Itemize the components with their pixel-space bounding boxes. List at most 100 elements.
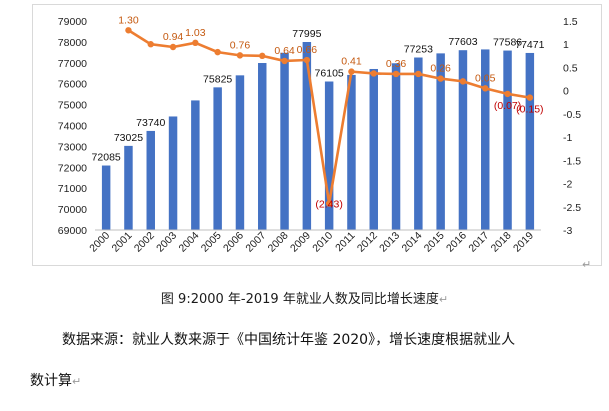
line-data-label: (2.43): [315, 199, 342, 211]
bar-data-label: 76105: [315, 68, 344, 80]
line-point: [482, 85, 489, 92]
bar-data-label: 77603: [448, 36, 477, 48]
chart-frame: 69000 70000 71000 72000 73000 74000 75000 76000…: [32, 4, 602, 266]
line-data-label: 0.66: [297, 44, 318, 56]
y-left-tick-label: 73000: [58, 141, 87, 153]
y-left-tick-label: 71000: [58, 183, 87, 195]
x-tick-label: 2004: [176, 230, 201, 255]
employment-chart: 69000 70000 71000 72000 73000 74000 75000 76000…: [58, 14, 581, 255]
line-data-label: 0.36: [386, 58, 407, 70]
line-data-label: 1.03: [185, 27, 206, 39]
bar-data-label: 77995: [292, 28, 321, 40]
y-left-tick-label: 78000: [58, 37, 87, 49]
y-right-tick-label: -0.5: [563, 109, 581, 121]
y-left-tick-label: 76000: [58, 79, 87, 91]
bar: [525, 52, 535, 230]
x-tick-label: 2013: [377, 230, 402, 255]
y-right-tick-label: -2.5: [563, 202, 581, 214]
line-point: [303, 56, 311, 64]
line-point: [459, 78, 467, 85]
line-data-label: 0.64: [274, 45, 295, 57]
line-data-label: 0.76: [230, 39, 251, 51]
y-right-tick-label: 0: [563, 86, 569, 98]
y-left-tick-label: 72000: [58, 162, 87, 174]
bar: [124, 145, 133, 230]
x-tick-label: 2010: [310, 230, 335, 255]
bar: [302, 42, 312, 230]
y-left-tick-label: 70000: [58, 204, 87, 216]
x-tick-label: 2003: [154, 230, 179, 255]
line-point: [526, 94, 534, 101]
paragraph-mark: ↵: [72, 375, 82, 388]
bar-data-label: 77586: [493, 37, 522, 49]
source-text-1: 数据来源：就业人数来源于《中国统计年鉴 2020》，增长速度根据就业人: [62, 332, 516, 348]
x-tick-label: 2000: [87, 230, 112, 255]
bar: [146, 130, 155, 230]
line-point: [125, 27, 132, 34]
line-point: [437, 75, 444, 82]
source-paragraph-line-1: 数据来源：就业人数来源于《中国统计年鉴 2020》，增长速度根据就业人: [62, 329, 515, 349]
line-point: [147, 41, 154, 48]
figure-caption: 图 9:2000 年-2019 年就业人数及同比增长速度↵: [0, 288, 609, 307]
bar: [391, 63, 401, 230]
line-point: [281, 57, 288, 65]
bar: [458, 50, 468, 231]
x-tick-label: 2007: [243, 230, 268, 255]
y-left-tick-label: 77000: [58, 58, 87, 70]
x-tick-label: 2002: [132, 230, 157, 255]
bar: [481, 49, 490, 231]
x-tick-label: 2012: [355, 230, 380, 255]
x-tick-label: 2008: [266, 230, 291, 255]
bar-data-label: 77253: [404, 44, 433, 56]
line-point: [325, 200, 333, 207]
line-data-label: 0.05: [475, 72, 496, 84]
x-tick-label: 2001: [110, 230, 135, 255]
bar: [280, 52, 289, 230]
bar-data-label: 72085: [92, 152, 121, 164]
y-right-tick-label: 1: [563, 39, 569, 51]
bar: [168, 116, 178, 230]
bar: [191, 100, 200, 230]
y-right-tick-label: -1: [563, 132, 572, 144]
bar: [324, 81, 334, 231]
bar-data-label: 75825: [203, 73, 232, 85]
y-left-tick-label: 75000: [58, 100, 87, 112]
bar: [436, 53, 445, 230]
line-point: [504, 90, 511, 98]
bar: [503, 50, 512, 231]
line-point: [370, 70, 377, 77]
x-tick-label: 2018: [489, 230, 514, 255]
paragraph-mark: ↵: [582, 258, 592, 271]
x-tick-label: 2005: [199, 230, 224, 255]
bar-data-label: 77471: [515, 39, 544, 51]
bar: [101, 165, 111, 230]
x-tick-label: 2014: [399, 230, 424, 255]
x-tick-label: 2015: [422, 230, 447, 255]
line-point: [392, 70, 400, 78]
y-right-tick-label: 0.5: [563, 62, 578, 74]
bar: [213, 87, 222, 230]
y-right-tick-label: -1.5: [563, 155, 581, 167]
y-left-tick-label: 79000: [58, 16, 87, 28]
y-left-tick-label: 69000: [58, 225, 87, 237]
x-tick-label: 2019: [511, 230, 536, 255]
source-paragraph-line-2: 数计算↵: [30, 370, 81, 390]
caption-text: 图 9:2000 年-2019 年就业人数及同比增长速度: [160, 292, 439, 307]
line-data-label: 0.41: [341, 56, 362, 68]
x-tick-label: 2016: [444, 230, 469, 255]
x-tick-label: 2011: [333, 230, 358, 255]
bar: [414, 57, 423, 230]
line-data-label: 1.30: [118, 14, 139, 26]
bar: [369, 68, 378, 230]
bar: [347, 74, 356, 230]
line-data-label: (0.07): [494, 100, 521, 112]
line-data-label: 0.94: [163, 31, 184, 43]
line-point: [214, 48, 221, 56]
y-right-tick-label: 1.5: [563, 16, 578, 28]
line-data-label: (0.15): [516, 104, 543, 116]
line-point: [169, 43, 177, 51]
bar-data-label: 73025: [114, 132, 143, 144]
line-point: [192, 39, 199, 47]
line-point: [415, 70, 422, 78]
line-data-label: 0.26: [430, 63, 451, 75]
